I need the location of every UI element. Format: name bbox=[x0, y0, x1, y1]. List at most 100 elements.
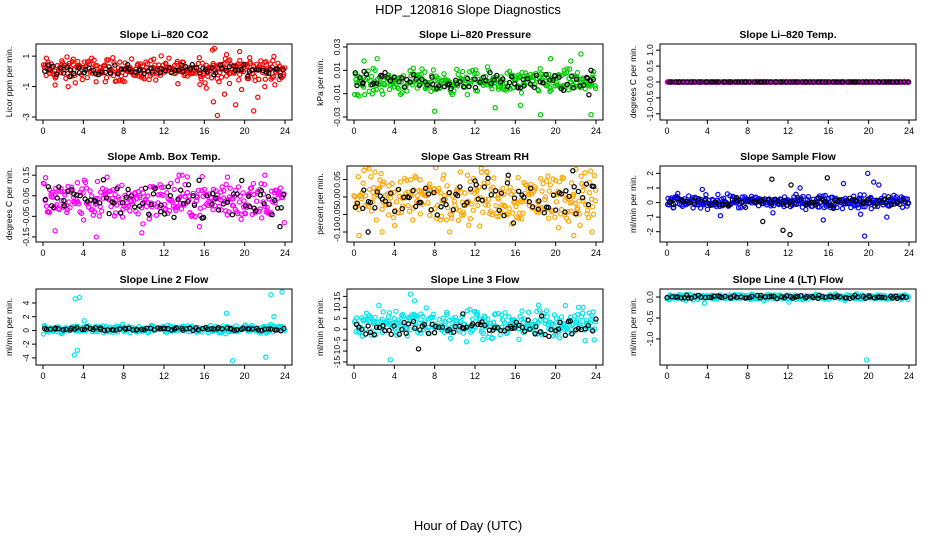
data-point bbox=[140, 221, 146, 227]
y-axis: -2 -1 0 1 2 bbox=[645, 171, 660, 235]
data-point bbox=[395, 186, 402, 193]
data-point bbox=[245, 75, 252, 82]
data-point bbox=[365, 203, 372, 210]
data-point bbox=[590, 76, 597, 83]
data-point bbox=[272, 81, 278, 88]
data-point bbox=[883, 200, 889, 206]
scatter-points bbox=[664, 170, 912, 239]
data-point bbox=[847, 195, 853, 201]
data-point bbox=[58, 197, 65, 204]
data-point bbox=[64, 209, 70, 216]
data-point bbox=[396, 78, 402, 85]
data-point bbox=[493, 203, 499, 209]
data-point bbox=[264, 204, 270, 211]
chart-title: Slope Li–820 CO2 bbox=[120, 29, 209, 41]
data-point bbox=[703, 191, 709, 198]
data-point bbox=[259, 215, 265, 221]
data-point bbox=[506, 68, 513, 75]
data-point bbox=[875, 203, 881, 209]
data-point bbox=[437, 189, 443, 196]
data-point bbox=[139, 230, 145, 236]
data-point bbox=[414, 192, 421, 199]
data-point bbox=[794, 293, 801, 299]
data-point bbox=[760, 218, 766, 225]
data-point bbox=[42, 196, 49, 203]
data-point bbox=[460, 330, 467, 336]
data-point bbox=[897, 201, 903, 207]
y-tick-label: -2 bbox=[21, 340, 31, 348]
data-point bbox=[882, 295, 888, 301]
data-point bbox=[166, 64, 173, 71]
data-point bbox=[391, 222, 398, 229]
x-tick-label: 24 bbox=[280, 371, 290, 381]
data-point bbox=[438, 204, 444, 210]
data-point bbox=[371, 80, 377, 87]
data-point bbox=[517, 85, 524, 91]
y-tick-label: 2 bbox=[645, 171, 655, 176]
data-point bbox=[572, 200, 579, 207]
data-point bbox=[119, 214, 126, 220]
data-point bbox=[353, 315, 360, 321]
data-point bbox=[505, 172, 511, 178]
page-title: HDP_120816 Slope Diagnostics bbox=[375, 2, 561, 17]
data-point bbox=[668, 198, 674, 205]
x-tick-label: 8 bbox=[432, 248, 437, 258]
y-tick-label: 0.03 bbox=[332, 38, 342, 55]
data-point bbox=[816, 79, 822, 85]
data-point bbox=[886, 79, 892, 85]
data-point bbox=[223, 67, 229, 74]
data-point bbox=[196, 177, 202, 183]
data-point bbox=[422, 185, 429, 192]
data-point bbox=[582, 326, 589, 332]
data-point bbox=[272, 200, 278, 206]
data-point bbox=[480, 209, 486, 215]
data-point bbox=[888, 201, 895, 208]
data-point bbox=[442, 320, 448, 326]
data-point bbox=[213, 188, 219, 194]
data-point bbox=[547, 182, 554, 188]
data-point bbox=[223, 51, 230, 58]
data-point bbox=[461, 83, 467, 90]
y-tick-label: 0.05 bbox=[332, 171, 342, 188]
data-point bbox=[64, 54, 70, 60]
data-point bbox=[532, 331, 538, 337]
x-tick-label: 4 bbox=[81, 371, 86, 381]
data-point bbox=[537, 79, 543, 85]
data-point bbox=[257, 206, 263, 212]
data-point bbox=[116, 77, 123, 84]
data-point bbox=[190, 190, 196, 196]
scatter-points bbox=[664, 291, 912, 363]
data-point bbox=[158, 53, 164, 59]
data-point bbox=[448, 85, 454, 92]
x-tick-label: 20 bbox=[551, 248, 561, 258]
data-point bbox=[189, 61, 195, 68]
data-point bbox=[96, 213, 103, 219]
data-point bbox=[379, 316, 385, 322]
data-point bbox=[414, 315, 420, 321]
data-point bbox=[591, 172, 598, 179]
data-point bbox=[482, 315, 488, 321]
data-point bbox=[720, 195, 727, 201]
data-point bbox=[218, 189, 224, 195]
data-point bbox=[586, 189, 593, 196]
data-point bbox=[467, 215, 474, 222]
data-point bbox=[86, 58, 92, 64]
data-point bbox=[53, 73, 59, 80]
data-point bbox=[439, 324, 445, 330]
y-tick-label: 0.01 bbox=[332, 62, 342, 79]
data-point bbox=[434, 212, 440, 218]
data-point bbox=[496, 207, 502, 213]
y-axis-label: Licor ppm per min. bbox=[4, 47, 14, 117]
data-point bbox=[421, 319, 427, 325]
data-point bbox=[757, 295, 764, 301]
data-point bbox=[798, 197, 804, 203]
x-tick-label: 12 bbox=[159, 248, 169, 258]
data-point bbox=[195, 187, 202, 194]
data-point bbox=[580, 82, 587, 88]
data-point bbox=[71, 352, 78, 358]
data-point bbox=[506, 314, 512, 320]
data-point bbox=[379, 206, 385, 212]
data-point bbox=[830, 205, 837, 212]
data-point bbox=[261, 200, 267, 207]
data-point bbox=[519, 216, 525, 222]
